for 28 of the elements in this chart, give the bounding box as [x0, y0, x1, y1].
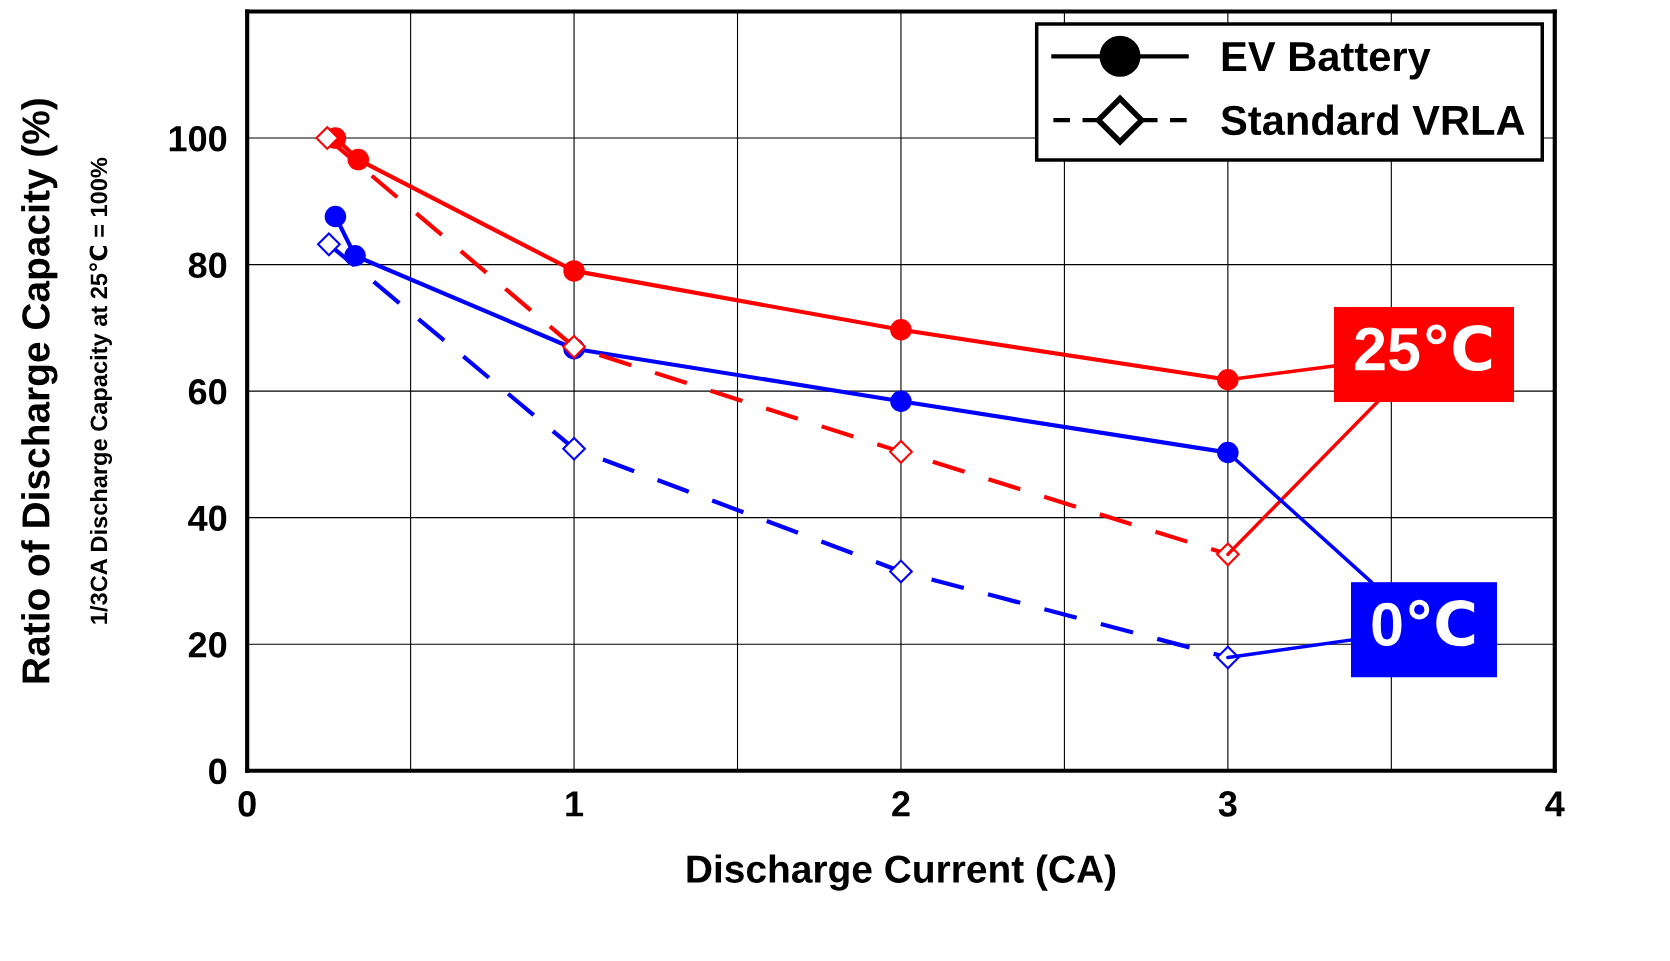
x-tick-label: 1	[566, 791, 584, 817]
y-tick-label: 20	[188, 632, 227, 658]
y-tick-label: 40	[188, 505, 227, 532]
point	[562, 436, 586, 461]
x-tick-label: 3	[1218, 791, 1237, 817]
point	[315, 126, 340, 150]
point	[890, 390, 912, 413]
text: 1/3CA Discharge Capacity at 25℃ = 100%	[89, 157, 113, 624]
point	[889, 440, 913, 464]
y-tick-label: 80	[188, 252, 227, 279]
y-tick-label: 60	[188, 379, 227, 405]
legend-label: Standard VRLA	[1221, 104, 1525, 136]
x-tick-label: 0	[238, 791, 256, 817]
y-tick-label: 100	[169, 125, 227, 152]
y-tick-label: 0	[209, 758, 227, 785]
legend-label: EV Battery	[1222, 42, 1431, 80]
point	[317, 232, 341, 257]
point	[347, 148, 370, 171]
point	[563, 260, 585, 282]
x-axis-title: Discharge Current (CA)	[687, 854, 1116, 891]
y-axis-title: Ratio of Discharge Capacity (%)	[21, 99, 58, 683]
annotation: 25℃	[1355, 324, 1492, 372]
point	[890, 319, 912, 341]
x-tick-label: 4	[1545, 791, 1565, 817]
point	[324, 205, 347, 228]
point	[889, 559, 913, 584]
x-tick-label: 2	[892, 791, 910, 817]
annotation: 0℃	[1372, 599, 1475, 647]
